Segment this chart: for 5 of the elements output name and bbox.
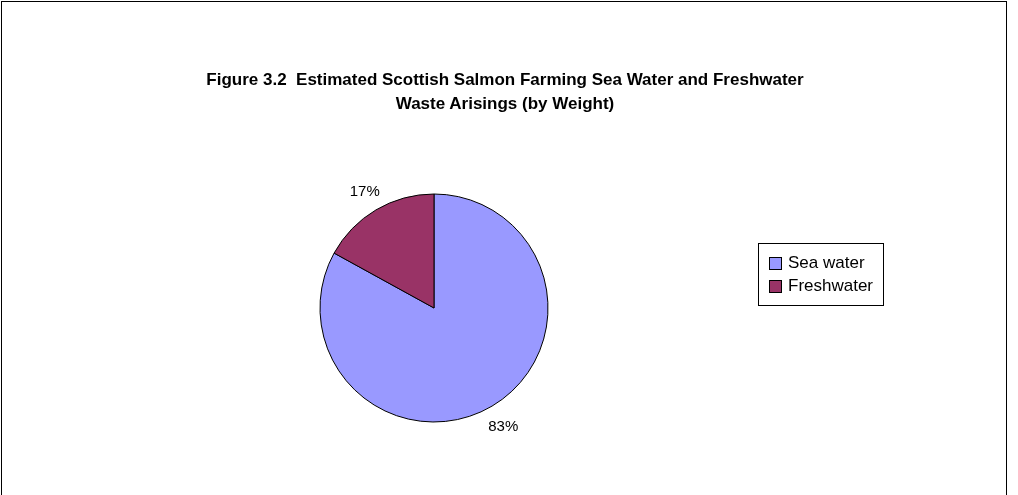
- legend-label: Sea water: [788, 253, 865, 273]
- legend-label: Freshwater: [788, 276, 874, 296]
- data-label: 17%: [349, 182, 380, 200]
- chart-title: Figure 3.2 Estimated Scottish Salmon Farming Sea Water and Freshwater Waste Arisings (by Weight): [205, 69, 805, 115]
- data-label: 83%: [488, 416, 519, 434]
